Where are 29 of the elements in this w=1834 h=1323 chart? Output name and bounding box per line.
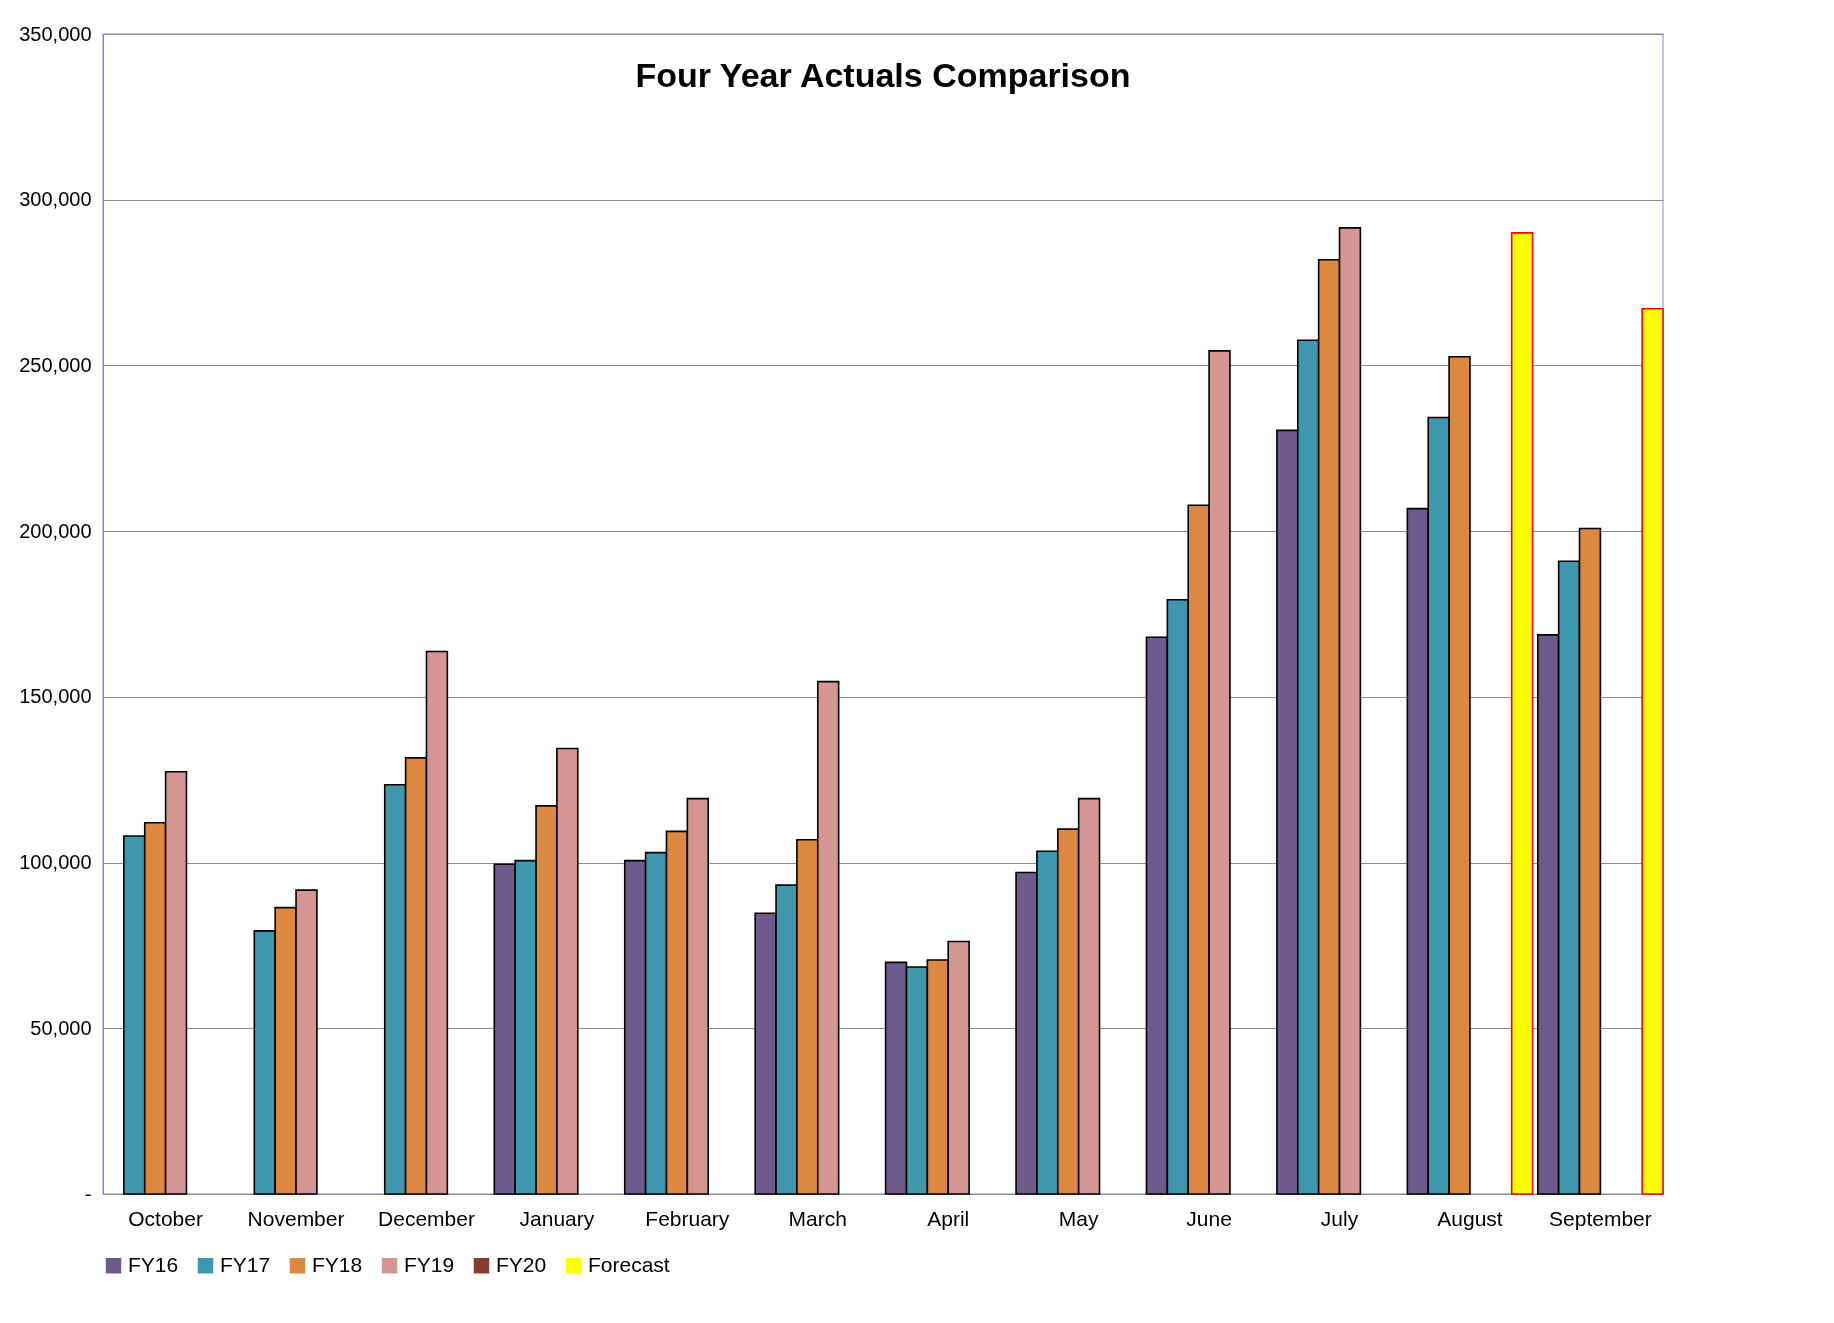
x-tick-label: January xyxy=(519,1206,595,1230)
legend-label: FY19 xyxy=(404,1252,455,1276)
y-tick-label: - xyxy=(84,1182,92,1205)
x-tick-label: September xyxy=(1549,1206,1652,1230)
bar xyxy=(1641,307,1664,1195)
x-tick-label: October xyxy=(128,1206,203,1230)
y-tick-label: 300,000 xyxy=(19,188,92,211)
x-tick-label: March xyxy=(788,1206,847,1230)
y-tick-label: 100,000 xyxy=(19,851,92,874)
legend-label: FY20 xyxy=(496,1252,547,1276)
text: Four Year Actuals Comparison xyxy=(635,56,1131,94)
x-tick-label: August xyxy=(1437,1206,1503,1230)
y-tick-label: 50,000 xyxy=(30,1016,92,1039)
x-tick-label: April xyxy=(927,1206,970,1230)
y-tick-label: 200,000 xyxy=(19,519,92,542)
legend-label: Forecast xyxy=(588,1252,670,1276)
legend-label: FY18 xyxy=(312,1252,363,1276)
x-tick-label: February xyxy=(645,1206,730,1230)
x-tick-label: June xyxy=(1186,1206,1232,1230)
y-tick-label: 250,000 xyxy=(19,353,92,376)
legend-label: FY16 xyxy=(128,1252,179,1276)
x-tick-label: November xyxy=(247,1206,345,1230)
bar xyxy=(1510,232,1534,1195)
x-tick-label: May xyxy=(1058,1206,1099,1230)
y-tick-label: 150,000 xyxy=(19,685,92,708)
x-tick-label: December xyxy=(378,1206,475,1230)
x-tick-label: July xyxy=(1320,1206,1359,1230)
y-tick-label: 350,000 xyxy=(19,22,92,45)
legend-label: FY17 xyxy=(220,1252,271,1276)
